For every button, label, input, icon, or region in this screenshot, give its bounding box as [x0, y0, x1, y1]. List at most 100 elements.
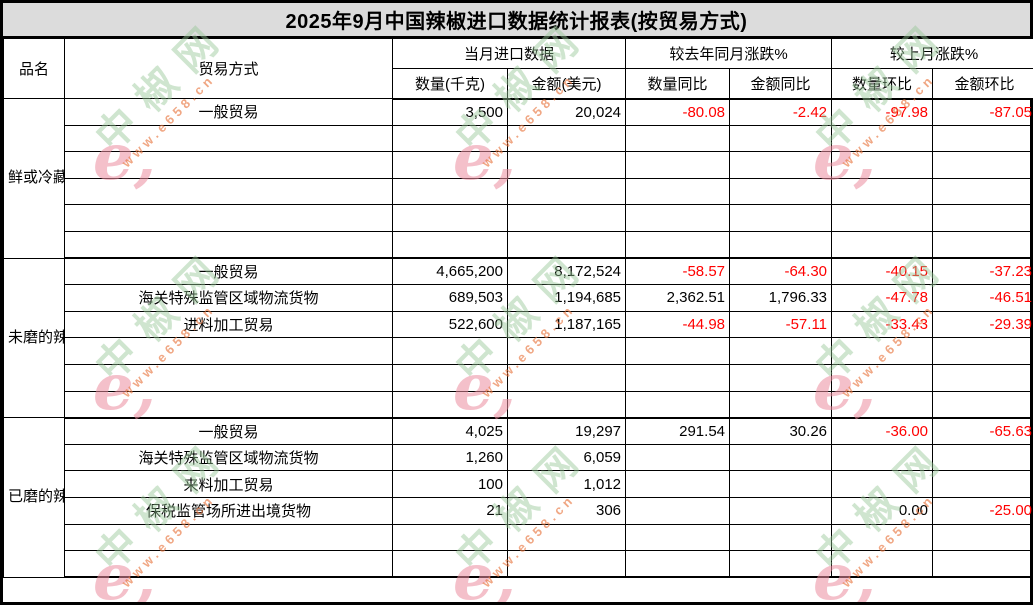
qty-cell: 689,503	[392, 284, 508, 312]
product-name-cell: 已磨的辣椒	[3, 417, 65, 578]
trade-method-cell	[64, 523, 393, 552]
qty-cell: 100	[392, 470, 508, 498]
amount-yoy-cell	[729, 496, 833, 525]
amount-yoy-cell	[729, 151, 833, 179]
amount-mom-cell	[932, 177, 1033, 206]
trade-method-cell	[64, 390, 393, 419]
amount-cell: 19,297	[506, 417, 627, 445]
qty-mom-cell	[831, 124, 934, 153]
qty-cell	[392, 124, 508, 153]
amount-cell	[506, 337, 627, 365]
amount-mom-cell	[932, 390, 1033, 419]
amount-cell	[506, 390, 627, 419]
table-row	[4, 151, 1033, 179]
amount-mom-cell: -65.63	[932, 417, 1033, 445]
qty-mom-cell	[831, 177, 934, 206]
trade-method-cell	[64, 363, 393, 392]
trade-method-cell	[64, 550, 393, 579]
amount-mom-cell	[932, 363, 1033, 392]
amount-yoy-cell	[729, 124, 833, 153]
amount-mom-cell: -25.00	[932, 496, 1033, 525]
qty-yoy-cell	[625, 523, 731, 552]
qty-yoy-cell	[625, 337, 731, 365]
amount-yoy-cell	[729, 230, 833, 260]
amount-yoy-cell	[729, 337, 833, 365]
table-row: 来料加工贸易 100 1,012	[4, 470, 1033, 498]
qty-mom-cell	[831, 204, 934, 232]
table-row	[4, 363, 1033, 392]
report-title: 2025年9月中国辣椒进口数据统计报表(按贸易方式)	[3, 3, 1030, 38]
qty-mom-cell	[831, 550, 934, 579]
qty-cell	[392, 230, 508, 260]
qty-cell	[392, 204, 508, 232]
qty-yoy-cell	[625, 443, 731, 472]
table-row: 海关特殊监管区域物流货物 689,503 1,194,685 2,362.51 1,79…	[4, 284, 1033, 312]
qty-mom-cell: -40.15	[831, 257, 934, 286]
amount-yoy-cell: -2.42	[729, 98, 833, 126]
qty-mom-cell: -97.98	[831, 98, 934, 126]
qty-yoy-cell	[625, 230, 731, 260]
amount-mom-cell	[932, 550, 1033, 579]
table-row: 海关特殊监管区域物流货物 1,260 6,059	[4, 443, 1033, 472]
header-product: 品名	[3, 38, 65, 99]
qty-mom-cell	[831, 523, 934, 552]
amount-cell: 1,012	[506, 470, 627, 498]
qty-cell	[392, 550, 508, 579]
qty-mom-cell	[831, 151, 934, 179]
amount-mom-cell	[932, 230, 1033, 260]
qty-mom-cell	[831, 363, 934, 392]
trade-method-cell: 一般贸易	[64, 257, 393, 286]
amount-cell	[506, 177, 627, 206]
amount-mom-cell: -46.51	[932, 284, 1033, 312]
table-row: 未磨的辣椒干一般贸易4,665,2008,172,524-58.57-64.30…	[3, 257, 1033, 419]
amount-mom-cell	[932, 443, 1033, 472]
trade-method-cell	[64, 204, 393, 232]
table-row	[4, 550, 1033, 579]
amount-yoy-cell: 1,796.33	[729, 284, 833, 312]
qty-cell	[392, 390, 508, 419]
table-row	[4, 177, 1033, 206]
qty-cell	[392, 523, 508, 552]
qty-cell: 4,665,200	[392, 257, 508, 286]
amount-cell	[506, 230, 627, 260]
table-row	[4, 230, 1033, 260]
header-qty-yoy: 数量同比	[625, 68, 731, 100]
trade-method-cell: 一般贸易	[64, 98, 393, 126]
qty-cell	[392, 151, 508, 179]
amount-yoy-cell: -57.11	[729, 310, 833, 339]
qty-mom-cell: -36.00	[831, 417, 934, 445]
amount-yoy-cell	[729, 523, 833, 552]
qty-cell: 522,600	[392, 310, 508, 339]
import-data-table: 品名 贸易方式 当月进口数据 较去年同月涨跌% 较上月涨跌% 数量(千克) 金额…	[3, 38, 1033, 579]
qty-yoy-cell: -80.08	[625, 98, 731, 126]
qty-cell	[392, 363, 508, 392]
header-trade-method: 贸易方式	[64, 38, 393, 99]
header-amount: 金额(美元)	[506, 68, 627, 100]
amount-cell	[506, 363, 627, 392]
amount-yoy-cell: 30.26	[729, 417, 833, 445]
amount-cell	[506, 204, 627, 232]
amount-cell: 6,059	[506, 443, 627, 472]
amount-cell: 1,187,165	[506, 310, 627, 339]
trade-method-cell: 海关特殊监管区域物流货物	[64, 443, 393, 472]
qty-yoy-cell	[625, 470, 731, 498]
trade-method-cell	[64, 151, 393, 179]
table-row: 鲜或冷藏的辣椒属及多香果属的果实一般贸易3,50020,024-80.08-2.…	[3, 98, 1033, 259]
amount-cell	[506, 124, 627, 153]
qty-yoy-cell	[625, 204, 731, 232]
amount-mom-cell: -37.23	[932, 257, 1033, 286]
header-qty-mom: 数量环比	[831, 68, 934, 100]
amount-yoy-cell	[729, 470, 833, 498]
qty-yoy-cell	[625, 363, 731, 392]
amount-mom-cell: -29.39	[932, 310, 1033, 339]
table-row: 已磨的辣椒一般贸易4,02519,297291.5430.26-36.00-65…	[3, 417, 1033, 578]
qty-yoy-cell	[625, 124, 731, 153]
amount-mom-cell	[932, 204, 1033, 232]
amount-mom-cell: -87.05	[932, 98, 1033, 126]
product-name-cell: 未磨的辣椒干	[3, 257, 65, 419]
qty-yoy-cell: 2,362.51	[625, 284, 731, 312]
amount-cell: 1,194,685	[506, 284, 627, 312]
amount-yoy-cell	[729, 550, 833, 579]
qty-mom-cell: -47.78	[831, 284, 934, 312]
